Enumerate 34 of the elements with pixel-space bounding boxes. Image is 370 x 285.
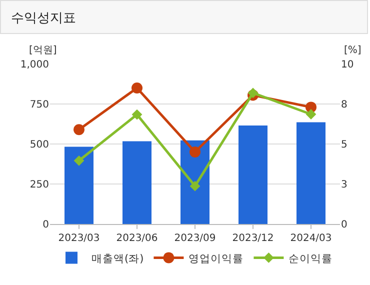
point <box>306 109 316 120</box>
y-axis-title: [억원] <box>29 45 57 56</box>
y-tick-label: 1,000 <box>20 60 49 70</box>
x-tick-label: 2023/06 <box>116 233 158 244</box>
point <box>190 146 200 158</box>
chart-title: 수익성지표 <box>0 0 368 34</box>
y-tick-label: 0 <box>42 220 49 230</box>
bar <box>64 146 94 224</box>
y-tick-label: 250 <box>30 180 49 190</box>
y2-axis-title: [%] <box>344 45 362 56</box>
point <box>132 82 142 94</box>
y2-tick-label: 0 <box>341 220 348 230</box>
y2-tick-label: 8 <box>341 100 348 110</box>
x-tick-label: 2024/03 <box>290 233 332 244</box>
y2-tick-label: 5 <box>341 140 348 150</box>
point <box>74 124 84 136</box>
legend-label: 순이익률 <box>288 252 333 265</box>
x-tick-label: 2023/09 <box>174 233 216 244</box>
bar <box>238 125 268 224</box>
x-tick-label: 2023/12 <box>232 233 274 244</box>
bar <box>122 141 152 224</box>
legend-label: 매출액(좌) <box>92 252 144 265</box>
point <box>190 180 200 192</box>
point <box>306 102 316 113</box>
y-tick-label: 500 <box>30 140 49 150</box>
bar <box>296 122 326 224</box>
point <box>248 88 258 98</box>
point <box>74 155 84 166</box>
legend-label: 영업이익률 <box>188 252 244 265</box>
y2-tick-label: 3 <box>341 180 348 190</box>
x-tick-label: 2023/03 <box>58 233 100 244</box>
y2-tick-label: 10 <box>341 60 354 70</box>
point <box>132 109 142 120</box>
y-tick-label: 750 <box>30 100 49 110</box>
